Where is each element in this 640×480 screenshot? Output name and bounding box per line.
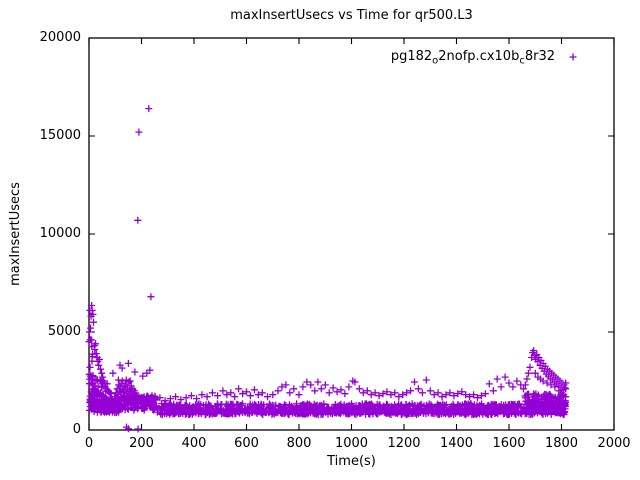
x-tick-label: 800 xyxy=(286,436,312,451)
y-tick-label: 5000 xyxy=(47,324,81,339)
x-tick-label: 200 xyxy=(129,436,154,451)
x-tick-label: 1600 xyxy=(492,436,526,451)
x-tick-label: 0 xyxy=(84,436,94,451)
x-tick-label: 1200 xyxy=(387,436,421,451)
y-tick-label: 20000 xyxy=(39,30,81,45)
x-tick-label: 1800 xyxy=(544,436,579,451)
x-tick-label: 1400 xyxy=(439,436,474,451)
chart-title: maxInsertUsecs vs Time for qr500.L3 xyxy=(230,8,473,23)
y-tick-label: 0 xyxy=(72,422,81,437)
x-tick-label: 600 xyxy=(234,436,259,451)
scatter-points xyxy=(85,105,570,433)
legend-marker-icon xyxy=(569,53,577,61)
y-tick-label: 10000 xyxy=(39,226,81,241)
legend-label: pg182o2nofp.cx10bc8r32 xyxy=(390,49,555,67)
x-axis-label: Time(s) xyxy=(327,454,376,469)
x-tick-label: 400 xyxy=(181,436,207,451)
x-tick-label: 2000 xyxy=(597,436,631,451)
x-tick-label: 1000 xyxy=(334,436,369,451)
y-tick-label: 15000 xyxy=(39,128,81,143)
